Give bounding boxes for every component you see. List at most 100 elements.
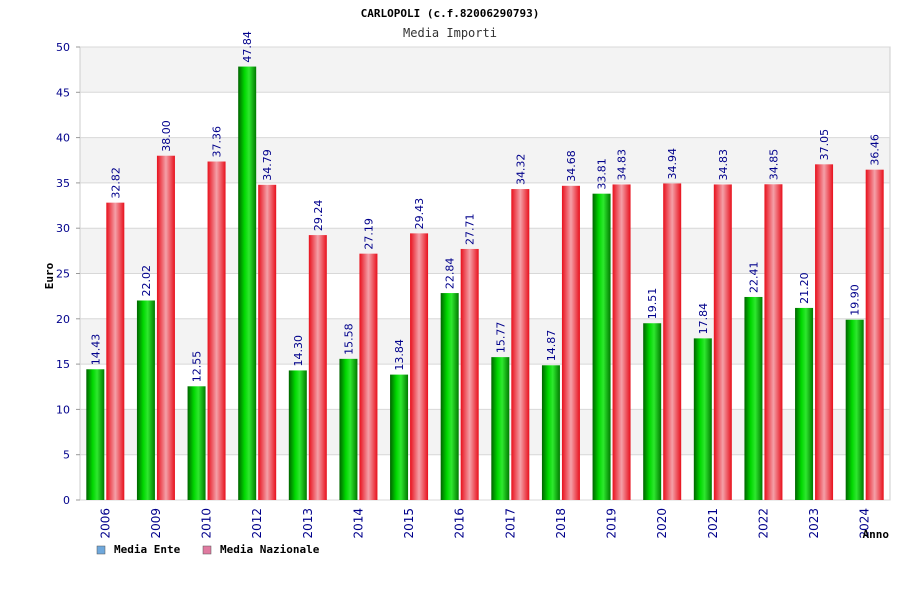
data-label-media-nazionale-2009: 38.00 (160, 120, 173, 152)
bar-media-nazionale-2006 (106, 202, 125, 500)
bar-media-nazionale-2009 (156, 155, 175, 500)
y-tick-label: 35 (56, 177, 70, 190)
bar-media-nazionale-2023 (815, 164, 834, 500)
bar-media-nazionale-2017 (511, 189, 530, 501)
bar-media-ente-2021 (693, 338, 712, 500)
bar-media-ente-2024 (845, 319, 864, 500)
x-tick-label-2023: 2023 (807, 508, 821, 539)
x-tick-label-2020: 2020 (655, 508, 669, 539)
bar-media-nazionale-2014 (359, 253, 378, 500)
data-label-media-nazionale-2006: 32.82 (109, 167, 122, 199)
data-label-media-ente-2020: 19.51 (646, 288, 659, 320)
data-label-media-ente-2021: 17.84 (697, 303, 710, 335)
y-tick-label: 15 (56, 358, 70, 371)
data-label-media-nazionale-2012: 34.79 (261, 149, 274, 181)
bar-media-ente-2013 (288, 370, 307, 500)
data-label-media-nazionale-2023: 37.05 (818, 129, 831, 161)
bar-media-ente-2012 (238, 66, 257, 500)
bar-media-nazionale-2024 (865, 169, 884, 500)
data-label-media-nazionale-2013: 29.24 (312, 200, 325, 232)
bar-media-ente-2019 (592, 193, 611, 500)
y-tick-label: 30 (56, 222, 70, 235)
data-label-media-nazionale-2014: 27.19 (362, 218, 375, 250)
plot-band (80, 47, 890, 93)
data-label-media-ente-2019: 33.81 (596, 158, 609, 190)
chart-subtitle: Media Importi (403, 26, 497, 40)
bar-media-nazionale-2012 (258, 184, 277, 500)
data-label-media-ente-2009: 22.02 (140, 265, 153, 297)
legend-label-media-nazionale: Media Nazionale (220, 543, 320, 556)
x-tick-label-2017: 2017 (503, 508, 517, 539)
bar-media-nazionale-2013 (308, 235, 327, 500)
data-label-media-ente-2016: 22.84 (444, 258, 457, 290)
data-label-media-ente-2024: 19.90 (849, 284, 862, 316)
legend-swatch-media-ente (96, 545, 106, 555)
legend: Media Ente Media Nazionale (96, 543, 320, 556)
data-label-media-ente-2023: 21.20 (798, 272, 811, 304)
bar-media-ente-2018 (541, 365, 560, 500)
data-label-media-nazionale-2010: 37.36 (211, 126, 224, 158)
chart-title: CARLOPOLI (c.f.82006290793) (361, 7, 540, 20)
bar-media-ente-2017 (491, 357, 510, 500)
data-label-media-nazionale-2024: 36.46 (869, 134, 882, 166)
bar-media-ente-2015 (390, 374, 409, 500)
bar-media-nazionale-2022 (764, 184, 783, 500)
data-label-media-nazionale-2022: 34.85 (767, 149, 780, 181)
x-tick-label-2009: 2009 (149, 508, 163, 539)
data-label-media-nazionale-2018: 34.68 (565, 150, 578, 182)
x-axis-label: Anno (863, 528, 890, 541)
y-tick-label: 40 (56, 132, 70, 145)
bar-media-nazionale-2018 (561, 185, 580, 500)
x-tick-label-2015: 2015 (402, 508, 416, 539)
data-label-media-ente-2010: 12.55 (191, 351, 204, 383)
x-tick-label-2019: 2019 (605, 508, 619, 539)
data-labels: 14.43 32.82 22.02 38.00 12.55 37.36 47.84 34.79… (89, 31, 881, 382)
bar-media-ente-2020 (643, 323, 662, 500)
y-tick-label: 5 (63, 449, 70, 462)
y-axis-label: Euro (43, 262, 56, 289)
data-label-media-ente-2014: 15.58 (342, 323, 355, 355)
y-tick-label: 0 (63, 494, 70, 507)
data-label-media-ente-2017: 15.77 (494, 322, 507, 354)
data-label-media-nazionale-2016: 27.71 (464, 213, 477, 245)
data-label-media-ente-2012: 47.84 (241, 31, 254, 63)
x-tick-label-2014: 2014 (351, 508, 365, 539)
bar-media-ente-2010 (187, 386, 206, 500)
bars (86, 66, 884, 501)
bar-media-ente-2016 (440, 293, 459, 500)
data-label-media-ente-2022: 22.41 (747, 261, 760, 293)
data-label-media-ente-2013: 14.30 (292, 335, 305, 367)
bar-media-ente-2009 (136, 300, 155, 500)
x-tick-label-2022: 2022 (756, 508, 770, 539)
bar-media-nazionale-2019 (612, 184, 631, 501)
y-tick-label: 10 (56, 403, 70, 416)
legend-swatch-media-nazionale (202, 545, 212, 555)
bar-media-ente-2022 (744, 296, 763, 500)
bar-media-nazionale-2015 (410, 233, 429, 500)
y-axis-ticks: 0 5 10 15 20 25 30 35 40 45 50 (56, 41, 70, 507)
x-tick-label-2024: 2024 (858, 508, 872, 539)
data-label-media-ente-2015: 13.84 (393, 339, 406, 371)
data-label-media-ente-2018: 14.87 (545, 330, 558, 362)
x-tick-label-2021: 2021 (706, 508, 720, 539)
bar-media-nazionale-2010 (207, 161, 226, 500)
bar-media-ente-2006 (86, 369, 105, 500)
y-tick-label: 50 (56, 41, 70, 54)
bar-media-ente-2023 (795, 307, 814, 500)
bar-media-nazionale-2016 (460, 248, 479, 500)
bar-media-nazionale-2021 (713, 184, 732, 501)
x-tick-label-2006: 2006 (98, 508, 112, 539)
y-tick-label: 25 (56, 268, 70, 281)
data-label-media-nazionale-2017: 34.32 (514, 154, 527, 186)
data-label-media-nazionale-2021: 34.83 (717, 149, 730, 181)
bar-media-nazionale-2020 (663, 183, 682, 500)
plot-band (80, 92, 890, 138)
x-tick-label-2010: 2010 (200, 508, 214, 539)
x-tick-label-2018: 2018 (554, 508, 568, 539)
x-tick-label-2013: 2013 (301, 508, 315, 539)
data-label-media-ente-2006: 14.43 (89, 334, 102, 366)
bar-media-ente-2014 (339, 358, 358, 500)
x-tick-label-2012: 2012 (250, 508, 264, 539)
data-label-media-nazionale-2020: 34.94 (666, 148, 679, 180)
